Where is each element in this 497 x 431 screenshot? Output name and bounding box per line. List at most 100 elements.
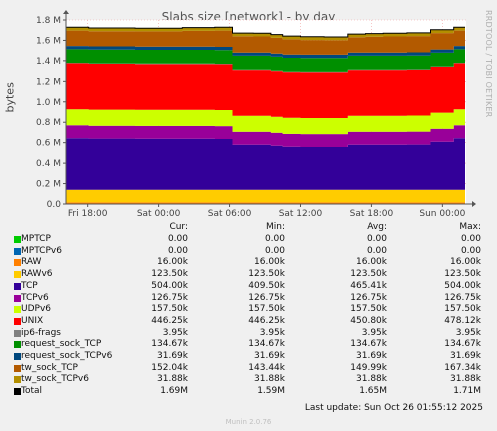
legend-header-cur: Cur: <box>169 222 188 232</box>
area-tcp <box>66 138 465 190</box>
legend-min-value: 0.00 <box>264 245 285 256</box>
legend-row-mptcp: MPTCP 0.00 0.00 0.00 0.00 <box>0 234 497 246</box>
legend-cur-value: 31.69k <box>157 351 188 361</box>
legend-header-max: Max: <box>459 222 481 232</box>
total-line <box>66 26 465 38</box>
legend-series-name: request_sock_TCPv6 <box>21 351 113 361</box>
legend-avg-value: 450.80k <box>350 315 387 326</box>
legend-series-name: RAW <box>21 257 42 268</box>
legend-max-value: 3.95k <box>455 327 481 338</box>
x-tick-label: Sat 00:00 <box>137 209 181 219</box>
legend-max-value: 504.00k <box>444 280 481 291</box>
legend-row-tcpv6: TCPv6 126.75k 126.75k 126.75k 126.75k <box>0 293 497 305</box>
legend-swatch <box>14 259 21 267</box>
legend-row-request-sock-tcpv6: request_sock_TCPv6 31.69k 31.69k 31.69k 31.6… <box>0 351 497 363</box>
area-tw-sock-tcp <box>66 30 465 55</box>
legend-swatch <box>14 306 21 314</box>
legend-series-name: MPTCPv6 <box>21 245 62 256</box>
legend-min-value: 409.50k <box>248 280 285 291</box>
legend-avg-value: 0.00 <box>366 245 387 256</box>
legend-swatch <box>14 329 21 337</box>
legend-row-unix: UNIX 446.25k 446.25k 450.80k 478.12k <box>0 316 497 328</box>
area-request-sock-tcpv6 <box>66 46 465 59</box>
legend-max-value: 0.00 <box>460 234 481 244</box>
legend-avg-value: 0.00 <box>366 234 387 244</box>
legend-max-value: 157.50k <box>444 304 481 315</box>
legend-cur-value: 123.50k <box>151 269 188 280</box>
legend-swatch <box>14 388 21 396</box>
legend-series-name: request_sock_TCP <box>21 339 102 350</box>
legend-series-name: tw_sock_TCPv6 <box>21 374 89 385</box>
area-rawv6 <box>66 189 465 203</box>
legend-min-value: 143.44k <box>248 362 285 373</box>
x-tick-labels: Fri 18:00 Sat 00:00 Sat 06:00 Sat 12:00 Sat … <box>68 204 466 219</box>
legend-series-name: Total <box>21 386 43 397</box>
legend-row-raw: RAW 16.00k 16.00k 16.00k 16.00k <box>0 257 497 269</box>
legend-avg-value: 1.65M <box>359 386 387 397</box>
legend-min-value: 126.75k <box>248 292 285 303</box>
axes <box>63 10 476 207</box>
legend-swatch <box>14 282 21 290</box>
legend-cur-value: 16.00k <box>157 257 188 268</box>
legend-swatch <box>14 294 21 302</box>
stacked-areas <box>66 26 465 204</box>
legend-swatch <box>14 341 21 349</box>
legend-max-value: 1.71M <box>453 386 481 397</box>
legend-min-value: 3.95k <box>259 327 285 338</box>
legend-min-value: 157.50k <box>248 304 285 315</box>
legend-row-rawv6: RAWv6 123.50k 123.50k 123.50k 123.50k <box>0 269 497 281</box>
legend-min-value: 31.69k <box>254 351 285 361</box>
legend-series-name: RAWv6 <box>21 269 53 280</box>
legend-max-value: 123.50k <box>444 269 481 280</box>
x-tick-label: Sat 12:00 <box>279 209 323 219</box>
legend-avg-value: 16.00k <box>356 257 387 268</box>
x-tick-label: Sat 06:00 <box>208 209 252 219</box>
x-axis-arrow <box>472 201 476 207</box>
legend-row-ip6-frags: ip6-frags 3.95k 3.95k 3.95k 3.95k <box>0 328 497 340</box>
legend-cur-value: 157.50k <box>151 304 188 315</box>
legend-cur-value: 1.69M <box>160 386 188 397</box>
rrdtool-credit: RRDTOOL / TOBI OETIKER <box>484 10 493 118</box>
legend-swatch <box>14 364 21 372</box>
legend-row-request-sock-tcp: request_sock_TCP 134.67k 134.67k 134.67k 134… <box>0 339 497 351</box>
legend-max-value: 126.75k <box>444 292 481 303</box>
last-update: Last update: Sun Oct 26 01:55:12 2025 <box>304 403 483 413</box>
legend-swatch <box>14 376 21 384</box>
legend-row-tw-sock-tcp: tw_sock_TCP 152.04k 143.44k 149.99k 167.34k <box>0 363 497 375</box>
legend-max-value: 167.34k <box>444 362 481 373</box>
legend-header-min: Min: <box>265 222 285 232</box>
legend-min-value: 31.88k <box>254 374 285 385</box>
legend-series-name: TCPv6 <box>21 292 49 303</box>
y-tick-label: 1.0 M <box>36 98 61 108</box>
legend-avg-value: 465.41k <box>350 280 387 291</box>
y-tick-label: 0.2 M <box>36 180 61 190</box>
legend-row-udpv6: UDPv6 157.50k 157.50k 157.50k 157.50k <box>0 304 497 316</box>
legend-avg-value: 123.50k <box>350 269 387 280</box>
legend-series-name: UNIX <box>21 315 44 326</box>
legend-cur-value: 0.00 <box>167 234 188 244</box>
legend-max-value: 31.88k <box>450 374 481 385</box>
legend-max-value: 134.67k <box>444 339 481 350</box>
legend-min-value: 16.00k <box>254 257 285 268</box>
legend-swatch <box>14 353 21 360</box>
legend-min-value: 446.25k <box>248 315 285 326</box>
legend-avg-value: 3.95k <box>361 327 387 338</box>
legend-series-name: tw_sock_TCP <box>21 362 78 373</box>
y-tick-label: 0.0 <box>47 200 62 210</box>
legend-avg-value: 134.67k <box>350 339 387 350</box>
legend-row-tcp: TCP 504.00k 409.50k 465.41k 504.00k <box>0 281 497 293</box>
y-tick-label: 1.6 M <box>36 36 61 46</box>
area-request-sock-tcp <box>66 49 465 72</box>
legend-avg-value: 149.99k <box>350 362 387 373</box>
y-tick-label: 0.8 M <box>36 118 61 128</box>
area-tcpv6 <box>66 125 465 147</box>
y-tick-label: 1.2 M <box>36 77 61 87</box>
legend-swatch <box>14 247 21 255</box>
y-tick-label: 1.8 M <box>36 16 61 26</box>
x-tick-label: Sun 00:00 <box>419 209 465 219</box>
legend-cur-value: 134.67k <box>151 339 188 350</box>
legend-series-name: UDPv6 <box>21 304 51 315</box>
legend-min-value: 123.50k <box>248 269 285 280</box>
y-tick-label: 0.6 M <box>36 139 61 149</box>
